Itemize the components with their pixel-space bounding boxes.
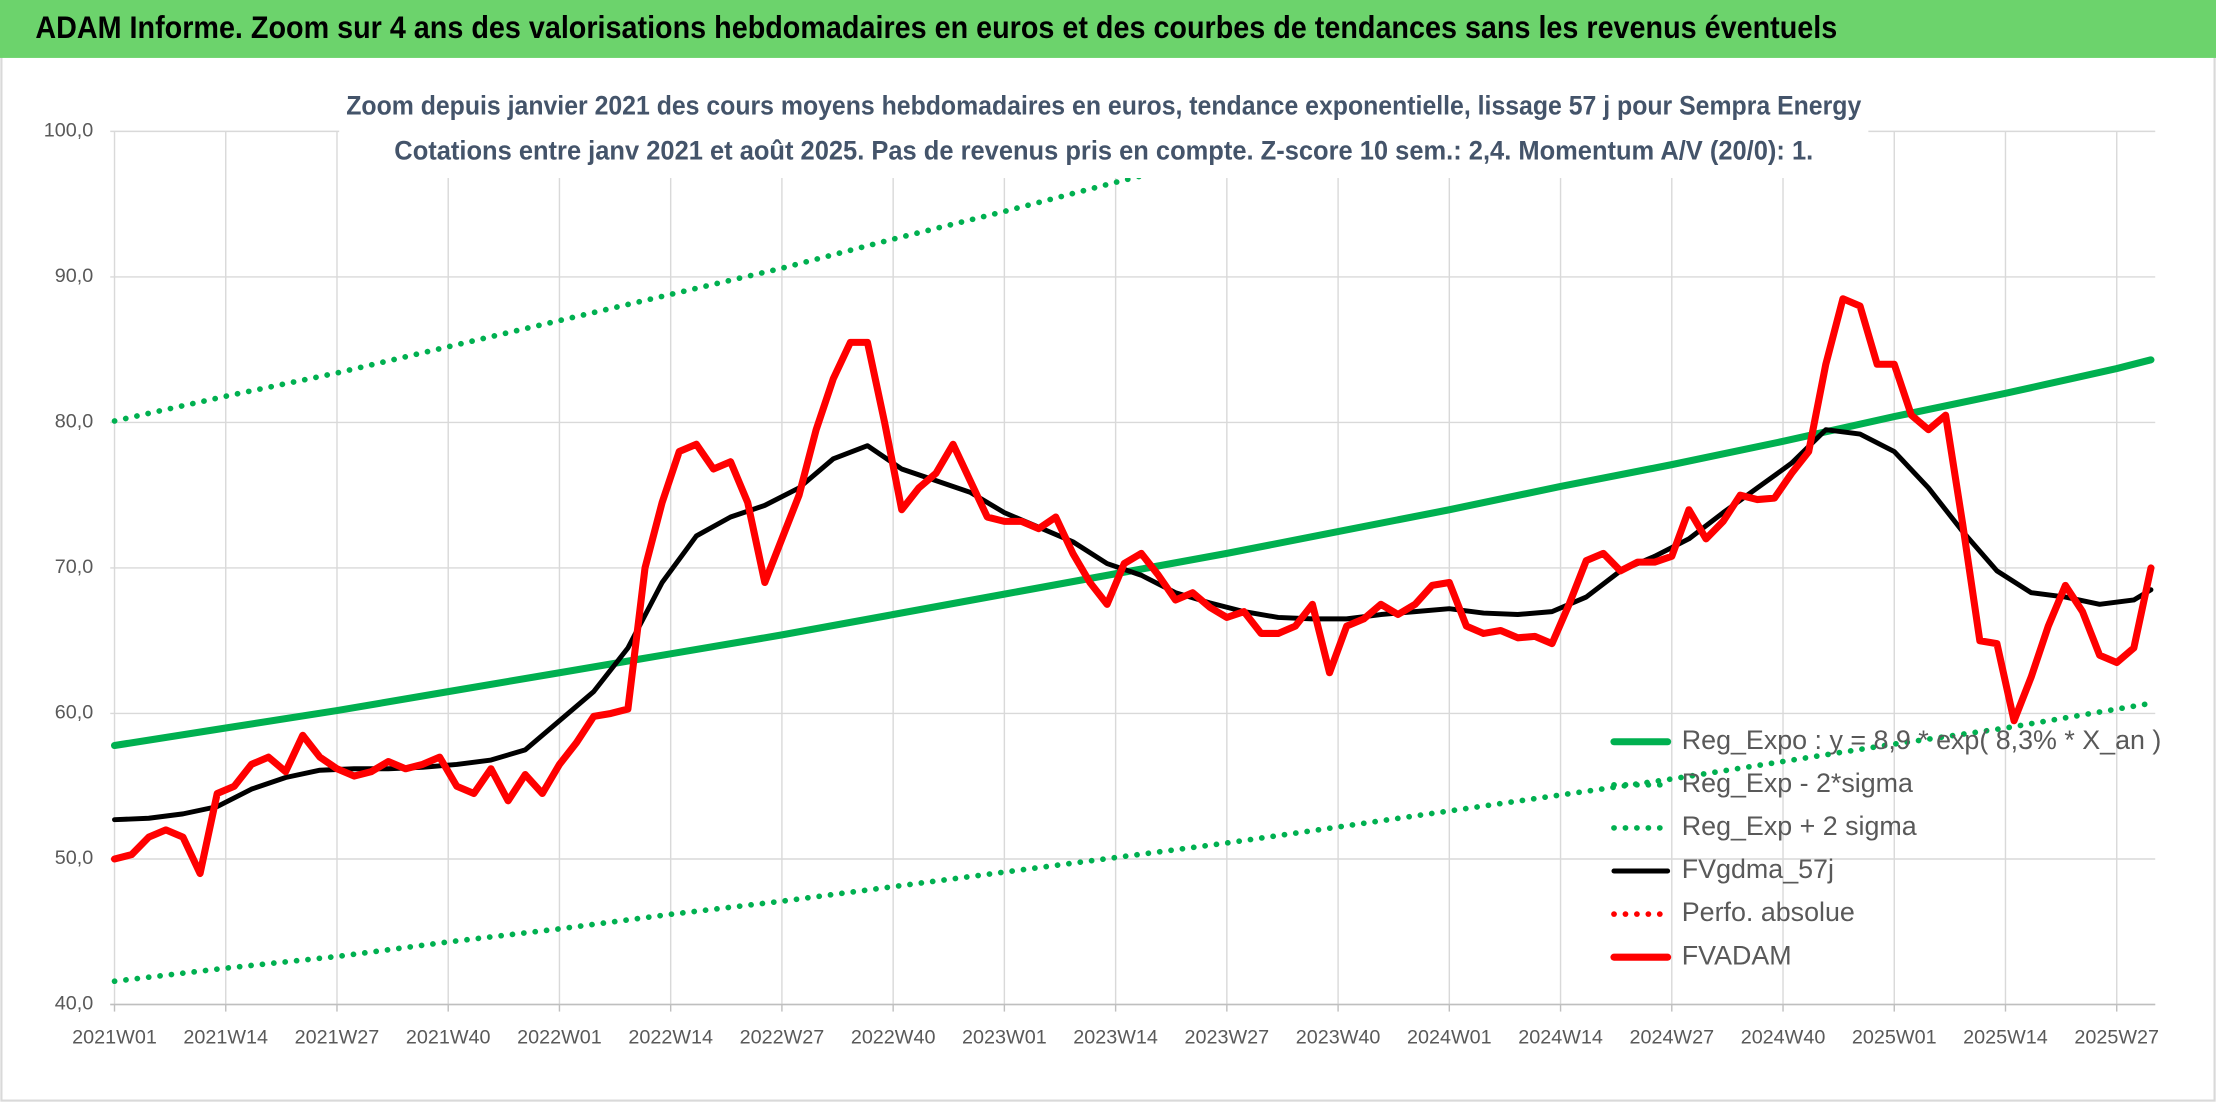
title-bar xyxy=(0,0,2216,58)
x-tick-label: 2021W01 xyxy=(72,1027,157,1049)
x-tick-label: 2024W01 xyxy=(1407,1027,1492,1049)
x-tick-label: 2022W01 xyxy=(517,1027,602,1049)
x-tick-label: 2023W01 xyxy=(962,1027,1047,1049)
x-tick-label: 2025W01 xyxy=(1852,1027,1937,1049)
chart-title: ADAM Informe. Zoom sur 4 ans des valoris… xyxy=(35,10,1837,45)
x-tick-label: 2024W27 xyxy=(1629,1027,1714,1049)
subtitle: Zoom depuis janvier 2021 des cours moyen… xyxy=(346,90,1861,120)
x-tick-label: 2025W14 xyxy=(1963,1027,2048,1049)
x-tick-label: 2023W40 xyxy=(1296,1027,1381,1049)
legend: Reg_Expo : y = 8,9 * exp( 8,3% * X_an ) R… xyxy=(1610,725,2162,970)
legend-label: Perfo. absolue xyxy=(1682,897,1855,927)
y-tick-label: 80,0 xyxy=(55,411,93,433)
x-tick-label: 2024W40 xyxy=(1741,1027,1826,1049)
y-tick-label: 60,0 xyxy=(55,702,93,724)
axes: 40,0 50,0 60,0 70,0 80,0 90,0 100,0 2021W01 2021… xyxy=(44,120,2159,1049)
y-tick-label: 100,0 xyxy=(44,120,93,142)
y-tick-label: 90,0 xyxy=(55,265,93,287)
legend-label: Reg_Exp - 2*sigma xyxy=(1682,768,1913,798)
x-tick-label: 2023W14 xyxy=(1073,1027,1158,1049)
data-line xyxy=(110,295,2155,878)
legend-label: Reg_Exp + 2 sigma xyxy=(1682,811,1917,841)
legend-label: FVgdma_57j xyxy=(1682,854,1834,884)
data-line xyxy=(111,700,2154,985)
subtitle: Cotations entre janv 2021 et août 2025. … xyxy=(394,136,1813,166)
x-tick-label: 2021W27 xyxy=(295,1027,380,1049)
data-line xyxy=(112,427,2154,823)
x-tick-label: 2021W40 xyxy=(406,1027,491,1049)
x-tick-label: 2021W14 xyxy=(183,1027,268,1049)
legend-label: Reg_Expo : y = 8,9 * exp( 8,3% * X_an ) xyxy=(1682,725,2162,755)
x-tick-label: 2023W27 xyxy=(1185,1027,1270,1049)
x-tick-label: 2024W14 xyxy=(1518,1027,1603,1049)
data-line xyxy=(110,356,2155,750)
x-tick-label: 2022W27 xyxy=(740,1027,825,1049)
subtitle-box xyxy=(339,87,1869,179)
legend-label: FVADAM xyxy=(1682,940,1792,970)
x-tick-label: 2025W27 xyxy=(2074,1027,2159,1049)
x-tick-label: 2022W40 xyxy=(851,1027,936,1049)
y-tick-label: 70,0 xyxy=(55,556,93,578)
y-tick-label: 40,0 xyxy=(55,993,93,1015)
y-tick-label: 50,0 xyxy=(55,847,93,869)
x-tick-label: 2022W14 xyxy=(628,1027,713,1049)
